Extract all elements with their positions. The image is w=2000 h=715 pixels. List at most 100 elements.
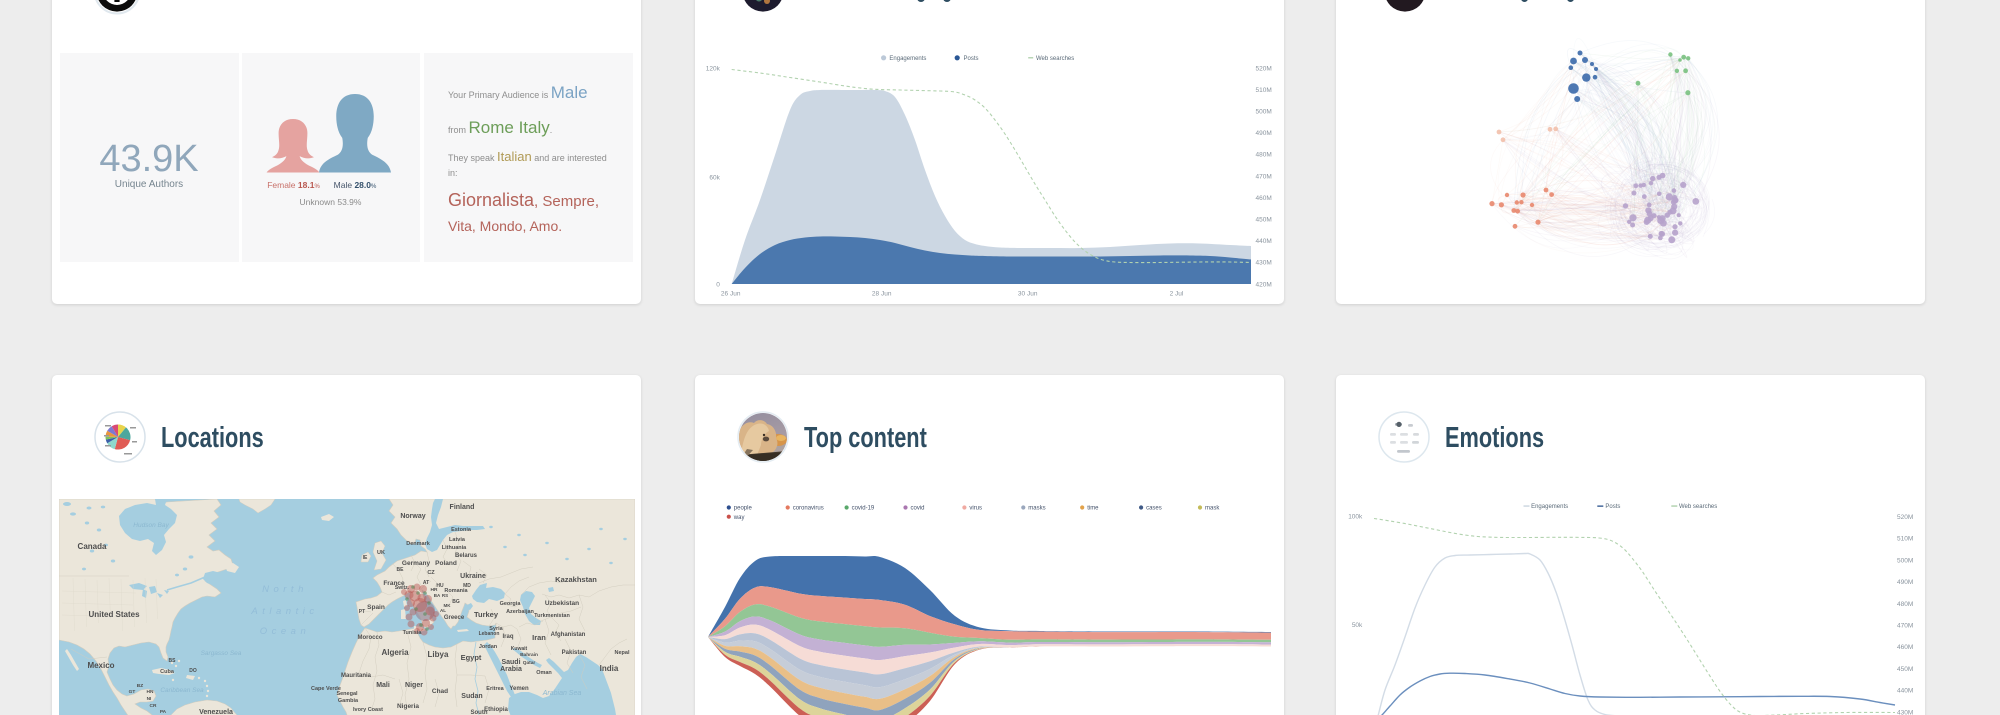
svg-text:Switz.: Switz. <box>395 585 410 591</box>
svg-text:They speak Italian and are int: They speak Italian and are interested <box>448 149 607 164</box>
svg-text:Bahrain: Bahrain <box>520 652 538 658</box>
svg-text:Nigeria: Nigeria <box>397 703 419 710</box>
svg-text:Nepal: Nepal <box>615 650 630 656</box>
svg-text:Hudson Bay: Hudson Bay <box>133 522 169 529</box>
svg-text:510M: 510M <box>1897 536 1913 543</box>
svg-text:Poland: Poland <box>435 560 457 567</box>
svg-text:time: time <box>1087 506 1099 512</box>
svg-text:BA: BA <box>434 593 441 598</box>
svg-text:Ocean: Ocean <box>260 626 311 637</box>
svg-text:CZ: CZ <box>427 570 435 576</box>
svg-text:450M: 450M <box>1256 217 1272 224</box>
svg-text:500M: 500M <box>1897 557 1913 564</box>
svg-text:Germany: Germany <box>402 560 431 567</box>
svg-text:Arabian Sea: Arabian Sea <box>542 690 582 697</box>
svg-text:AT: AT <box>423 580 429 586</box>
svg-text:DO: DO <box>189 668 197 674</box>
svg-text:virus: virus <box>969 506 982 512</box>
svg-text:Giornalista, Sempre,: Giornalista, Sempre, <box>448 190 599 210</box>
svg-text:Belarus: Belarus <box>455 553 478 559</box>
svg-text:Ivory Coast: Ivory Coast <box>353 707 383 713</box>
svg-text:United States: United States <box>88 610 140 619</box>
svg-text:440M: 440M <box>1897 688 1913 695</box>
svg-text:Male 28.0%: Male 28.0% <box>334 180 377 190</box>
svg-text:Arabia: Arabia <box>500 666 522 673</box>
svg-text:Oman: Oman <box>536 670 552 676</box>
svg-text:Algeria: Algeria <box>381 648 409 657</box>
svg-text:masks: masks <box>1028 506 1045 512</box>
svg-text:coronavirus: coronavirus <box>793 506 824 512</box>
svg-text:Eritrea: Eritrea <box>486 686 504 692</box>
svg-text:CR: CR <box>150 703 157 709</box>
svg-text:Vita, Mondo, Amo.: Vita, Mondo, Amo. <box>448 218 562 234</box>
svg-text:Latvia: Latvia <box>449 537 466 543</box>
svg-text:South: South <box>471 710 488 715</box>
svg-text:Greece: Greece <box>444 615 465 621</box>
svg-text:28 Jun: 28 Jun <box>872 291 892 298</box>
svg-text:Sargasso Sea: Sargasso Sea <box>201 650 242 657</box>
svg-text:30 Jun: 30 Jun <box>1018 291 1038 298</box>
svg-text:MK: MK <box>444 603 452 608</box>
svg-text:PA: PA <box>160 709 167 715</box>
svg-text:Unique Authors: Unique Authors <box>115 179 183 190</box>
svg-text:people: people <box>734 506 753 512</box>
svg-text:Kuwait: Kuwait <box>511 646 528 652</box>
svg-text:Libya: Libya <box>428 650 449 659</box>
svg-text:Posts: Posts <box>1605 504 1620 510</box>
svg-text:HR: HR <box>431 587 438 593</box>
svg-text:covid: covid <box>911 506 925 512</box>
svg-text:Uzbekistan: Uzbekistan <box>545 600 579 607</box>
svg-text:Posts: Posts <box>964 56 979 62</box>
svg-text:60k: 60k <box>709 174 720 181</box>
svg-text:430M: 430M <box>1897 709 1913 715</box>
svg-text:Yemen: Yemen <box>509 686 529 692</box>
svg-text:Web searches: Web searches <box>1679 504 1717 510</box>
svg-text:Venezuela: Venezuela <box>199 709 233 715</box>
svg-text:Kazakhstan: Kazakhstan <box>555 575 597 584</box>
svg-text:Mexico: Mexico <box>87 661 114 670</box>
svg-text:IE: IE <box>363 555 368 561</box>
svg-text:Spain: Spain <box>367 604 385 611</box>
svg-text:450M: 450M <box>1897 666 1913 673</box>
svg-text:43.9K: 43.9K <box>99 138 198 180</box>
svg-text:Azerbaijan: Azerbaijan <box>506 609 534 615</box>
svg-text:Ukraine: Ukraine <box>460 573 486 580</box>
svg-text:460M: 460M <box>1897 644 1913 651</box>
svg-text:MD: MD <box>463 583 471 589</box>
svg-text:Unknown 53.9%: Unknown 53.9% <box>300 197 362 207</box>
svg-text:120k: 120k <box>706 65 721 72</box>
svg-text:BE: BE <box>397 567 405 573</box>
svg-text:Engagements: Engagements <box>1531 504 1568 510</box>
svg-text:Web searches: Web searches <box>1036 56 1074 62</box>
svg-text:Mauritania: Mauritania <box>341 673 372 679</box>
svg-text:470M: 470M <box>1897 623 1913 630</box>
svg-text:Norway: Norway <box>400 513 425 520</box>
svg-text:Chad: Chad <box>432 688 448 695</box>
svg-text:Georgia: Georgia <box>500 601 522 607</box>
svg-text:Cuba: Cuba <box>160 669 175 675</box>
svg-text:490M: 490M <box>1897 579 1913 586</box>
svg-text:Atlantic: Atlantic <box>250 606 318 617</box>
svg-text:Estonia: Estonia <box>451 527 472 533</box>
svg-text:Sudan: Sudan <box>461 693 482 700</box>
svg-text:Mali: Mali <box>376 682 390 689</box>
svg-text:510M: 510M <box>1256 87 1272 94</box>
svg-text:GT: GT <box>129 689 136 695</box>
svg-text:Saudi: Saudi <box>501 659 520 666</box>
svg-text:470M: 470M <box>1256 173 1272 180</box>
svg-text:Caribbean Sea: Caribbean Sea <box>160 687 204 694</box>
svg-text:Engagements: Engagements <box>889 56 926 62</box>
svg-text:NI: NI <box>147 696 152 702</box>
svg-text:mask: mask <box>1205 506 1220 512</box>
svg-text:440M: 440M <box>1256 238 1272 245</box>
svg-text:PT: PT <box>359 609 365 615</box>
svg-text:AL: AL <box>440 608 446 613</box>
svg-text:520M: 520M <box>1256 65 1272 72</box>
svg-text:Turkey: Turkey <box>474 610 499 619</box>
svg-text:Pakistan: Pakistan <box>562 650 587 656</box>
svg-text:BZ: BZ <box>137 683 143 689</box>
svg-text:Denmark: Denmark <box>406 541 430 547</box>
svg-text:Lithuania: Lithuania <box>442 545 467 551</box>
svg-text:Morocco: Morocco <box>357 635 382 641</box>
svg-text:Syria: Syria <box>489 626 503 632</box>
